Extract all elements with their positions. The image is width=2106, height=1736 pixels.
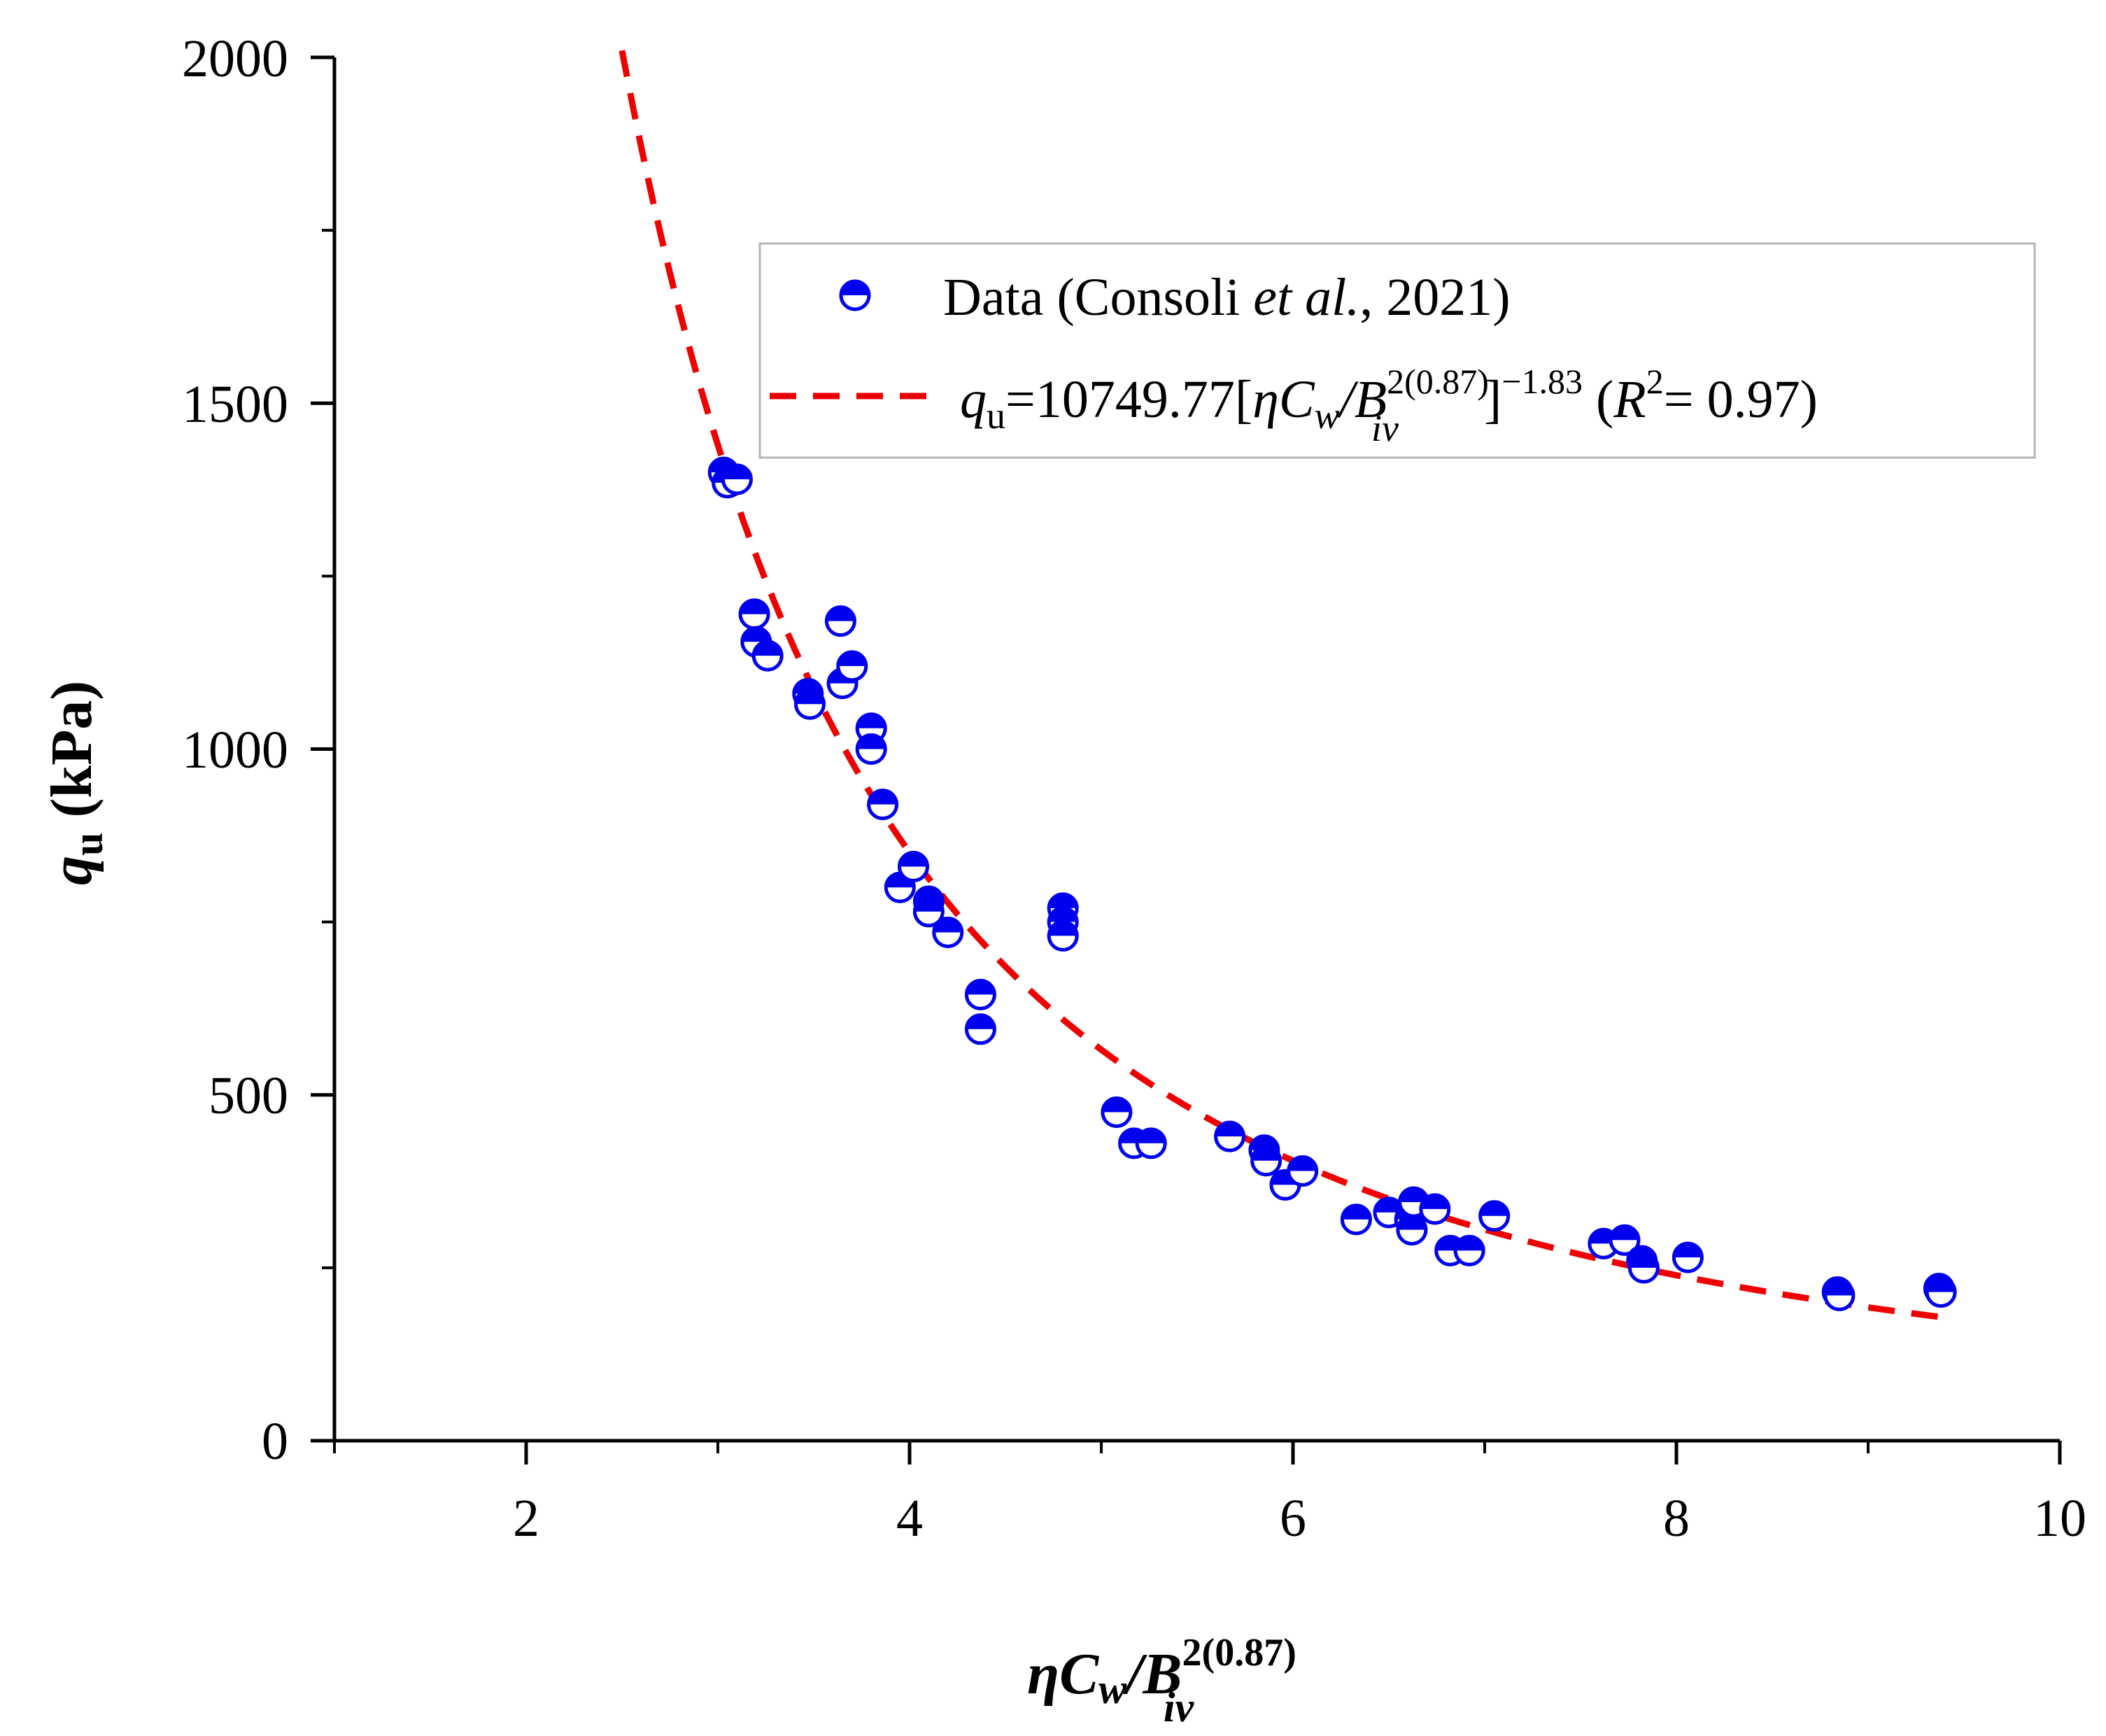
data-point (1396, 1214, 1428, 1245)
data-point (1823, 1279, 1856, 1311)
data-point (964, 1013, 996, 1045)
data-point (1250, 1145, 1282, 1177)
y-tick-label: 500 (209, 1066, 288, 1125)
data-point (898, 851, 929, 882)
data-point (912, 896, 945, 928)
data-point (964, 978, 996, 1010)
y-tick-label: 1500 (182, 375, 288, 434)
data-point (1214, 1120, 1246, 1152)
legend-marker-data (839, 279, 871, 311)
data-point (1609, 1224, 1641, 1256)
plot-area (619, 50, 1957, 1320)
data-point (1101, 1096, 1133, 1128)
x-tick-label: 10 (2033, 1489, 2086, 1548)
x-tick-label: 8 (1663, 1489, 1690, 1548)
data-point (1478, 1200, 1511, 1232)
legend-label-data: Data (Consoli et al., 2021) (943, 268, 1511, 327)
x-tick-label: 4 (896, 1489, 923, 1548)
x-ticks (333, 1441, 2062, 1465)
data-point (1925, 1276, 1957, 1308)
data-point (1340, 1204, 1372, 1236)
data-point (836, 650, 868, 682)
x-tick-labels: 2 4 6 8 10 (513, 1489, 2086, 1548)
axes (311, 55, 2062, 1465)
y-axis-title: qu (kPa) (39, 681, 111, 885)
data-point (738, 598, 770, 630)
data-point (1672, 1241, 1704, 1273)
data-point (932, 917, 964, 948)
data-point (751, 640, 784, 672)
x-axis-title: ηCw/B2(0.87) iv (1027, 1631, 1296, 1730)
legend-box (758, 242, 2036, 459)
data-point (867, 789, 899, 821)
y-tick-labels: 0 500 1000 1500 2000 (182, 29, 288, 1471)
legend-label-fit: qu=10749.77[ηCw/B2(0.87) iv]−1.83 (R2= 0.… (960, 362, 1818, 449)
x-tick-label: 6 (1280, 1489, 1306, 1548)
data-point (794, 688, 826, 720)
x-tick-label: 2 (513, 1489, 539, 1548)
y-ticks (311, 55, 334, 1443)
data-point (1419, 1193, 1451, 1225)
y-tick-label: 2000 (182, 29, 288, 88)
data-points (707, 456, 1957, 1311)
data-point (1047, 919, 1079, 952)
legend: Data (Consoli et al., 2021) qu=10749.77[… (758, 242, 2036, 459)
y-tick-label: 1000 (182, 721, 288, 779)
data-point (1287, 1155, 1319, 1187)
y-tick-label: 0 (262, 1412, 288, 1471)
data-point (1627, 1252, 1660, 1284)
data-point (1135, 1127, 1167, 1159)
fit-curve-line (619, 50, 1942, 1320)
data-point (721, 463, 753, 495)
data-point (1453, 1234, 1485, 1266)
data-point (855, 733, 887, 765)
data-point (824, 605, 856, 637)
